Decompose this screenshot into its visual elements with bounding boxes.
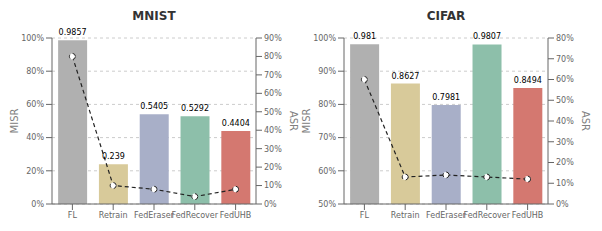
svg-text:30%: 30% — [556, 138, 574, 147]
svg-text:10%: 10% — [556, 179, 574, 188]
svg-text:90%: 90% — [264, 34, 282, 43]
svg-text:0.5292: 0.5292 — [181, 104, 209, 113]
svg-text:ASR: ASR — [288, 111, 299, 131]
svg-text:FedRecover: FedRecover — [172, 211, 219, 220]
svg-text:100%: 100% — [313, 34, 336, 43]
svg-text:0%: 0% — [264, 200, 277, 209]
svg-text:20%: 20% — [556, 158, 574, 167]
svg-text:FedEraser: FedEraser — [134, 211, 175, 220]
svg-text:0%: 0% — [556, 200, 569, 209]
svg-text:MISR: MISR — [9, 109, 20, 134]
svg-text:50%: 50% — [318, 200, 336, 209]
svg-text:FedUHB: FedUHB — [220, 211, 252, 220]
svg-text:20%: 20% — [264, 163, 282, 172]
svg-text:50%: 50% — [556, 96, 574, 105]
svg-text:70%: 70% — [318, 133, 336, 142]
svg-text:0.8494: 0.8494 — [514, 76, 542, 85]
svg-text:0.8627: 0.8627 — [391, 72, 419, 81]
svg-text:20%: 20% — [26, 167, 44, 176]
svg-text:80%: 80% — [26, 67, 44, 76]
svg-text:100%: 100% — [21, 34, 44, 43]
svg-text:FedUHB: FedUHB — [512, 211, 544, 220]
svg-text:40%: 40% — [26, 133, 44, 142]
svg-text:Retrain: Retrain — [99, 211, 128, 220]
svg-text:Retrain: Retrain — [391, 211, 420, 220]
svg-text:FedRecover: FedRecover — [464, 211, 511, 220]
svg-text:70%: 70% — [264, 71, 282, 80]
svg-text:40%: 40% — [556, 117, 574, 126]
svg-text:FedEraser: FedEraser — [426, 211, 467, 220]
svg-text:0.7981: 0.7981 — [432, 93, 460, 102]
svg-text:10%: 10% — [264, 181, 282, 190]
svg-text:40%: 40% — [264, 126, 282, 135]
svg-text:ASR: ASR — [580, 111, 591, 131]
svg-text:60%: 60% — [556, 75, 574, 84]
svg-text:50%: 50% — [264, 108, 282, 117]
svg-text:90%: 90% — [318, 67, 336, 76]
svg-text:70%: 70% — [556, 55, 574, 64]
svg-text:0.4404: 0.4404 — [222, 119, 250, 128]
html-text:CIFAR: CIFAR — [426, 9, 466, 23]
svg-text:0.5405: 0.5405 — [140, 102, 168, 111]
svg-text:FL: FL — [68, 211, 78, 220]
svg-text:MISR: MISR — [301, 109, 312, 134]
svg-text:FL: FL — [360, 211, 370, 220]
svg-text:60%: 60% — [26, 100, 44, 109]
html-text:MNIST: MNIST — [132, 9, 176, 23]
svg-text:0.9807: 0.9807 — [473, 32, 501, 41]
svg-text:60%: 60% — [318, 167, 336, 176]
svg-text:0.981: 0.981 — [353, 32, 376, 41]
svg-text:60%: 60% — [264, 89, 282, 98]
svg-text:80%: 80% — [318, 100, 336, 109]
svg-text:80%: 80% — [556, 34, 574, 43]
svg-text:30%: 30% — [264, 145, 282, 154]
svg-text:0%: 0% — [31, 200, 44, 209]
svg-text:0.239: 0.239 — [102, 152, 125, 161]
svg-text:80%: 80% — [264, 52, 282, 61]
svg-text:0.9857: 0.9857 — [59, 28, 87, 37]
